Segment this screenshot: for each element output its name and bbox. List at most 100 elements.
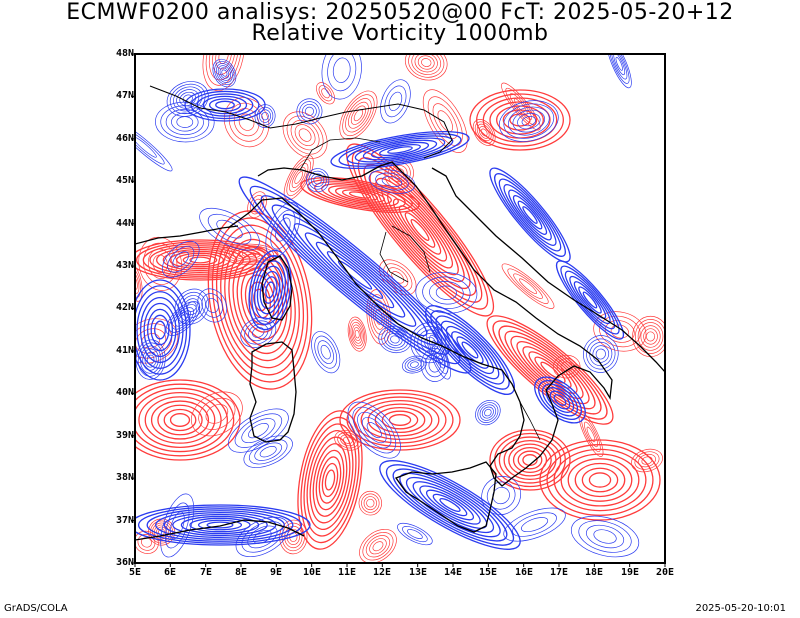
negative-contour xyxy=(330,130,470,170)
negative-contour xyxy=(517,200,543,230)
negative-contour xyxy=(248,249,292,331)
positive-contour xyxy=(404,54,448,81)
positive-contour xyxy=(236,260,284,340)
negative-contour xyxy=(338,133,462,167)
negative-contour xyxy=(432,493,468,517)
negative-contour xyxy=(135,279,191,381)
positive-contour xyxy=(422,89,468,153)
negative-contour xyxy=(135,504,311,546)
positive-contour xyxy=(646,331,656,342)
negative-contour xyxy=(254,260,286,320)
negative-contour xyxy=(521,116,536,127)
negative-contour xyxy=(136,291,184,369)
positive-contour xyxy=(581,467,619,493)
negative-contour xyxy=(370,141,430,159)
negative-contour xyxy=(615,56,623,71)
positive-contour xyxy=(286,115,324,155)
lat-label: 36N xyxy=(115,557,134,568)
positive-contour xyxy=(353,327,362,342)
positive-contour xyxy=(135,379,241,461)
negative-contour xyxy=(425,305,515,395)
positive-contour xyxy=(469,89,571,151)
negative-contour xyxy=(262,276,278,304)
negative-contour xyxy=(420,348,449,382)
positive-contour xyxy=(169,250,231,270)
negative-contour xyxy=(304,232,406,318)
negative-contour xyxy=(512,195,548,235)
positive-contour xyxy=(634,319,665,354)
negative-contour xyxy=(172,251,189,268)
corsica-coastline xyxy=(261,255,293,321)
france-coastline xyxy=(135,225,239,245)
positive-contour xyxy=(283,155,314,201)
lon-label: 18E xyxy=(584,567,604,578)
positive-contour xyxy=(303,423,357,537)
negative-contour xyxy=(313,175,322,185)
negative-contour xyxy=(347,401,401,459)
negative-contour xyxy=(248,438,288,465)
negative-contour xyxy=(256,106,274,126)
negative-contour xyxy=(180,515,260,535)
negative-contour xyxy=(503,507,566,542)
negative-contour xyxy=(150,314,170,346)
positive-contour xyxy=(312,443,348,517)
positive-contour xyxy=(372,541,384,552)
positive-contour xyxy=(238,113,255,131)
negative-contour xyxy=(254,442,283,461)
positive-contour xyxy=(414,54,438,73)
positive-contour xyxy=(228,102,265,142)
positive-contour xyxy=(341,189,379,201)
lon-label: 12E xyxy=(372,567,392,578)
positive-contour xyxy=(162,248,238,272)
lat-label: 42N xyxy=(115,302,134,313)
negative-contour xyxy=(402,526,428,543)
negative-contour xyxy=(143,302,177,358)
negative-contour xyxy=(384,85,407,118)
positive-contour xyxy=(519,278,538,295)
positive-contour xyxy=(334,187,386,203)
positive-contour xyxy=(411,54,442,75)
positive-contour xyxy=(135,383,235,457)
inland-borders xyxy=(299,137,541,441)
negative-contour xyxy=(429,281,464,305)
lon-label: 11E xyxy=(337,567,357,578)
negative-contour xyxy=(189,517,251,533)
lon-label: 13E xyxy=(408,567,428,578)
sardinia-coastline xyxy=(249,341,297,443)
negative-contour xyxy=(375,172,409,191)
software-credit: GrADS/COLA xyxy=(4,603,68,614)
negative-contour xyxy=(407,529,423,540)
positive-contour xyxy=(136,241,264,279)
positive-contour xyxy=(366,498,375,508)
negative-contour xyxy=(139,296,181,364)
positive-contour xyxy=(316,82,335,105)
negative-contour xyxy=(508,106,550,136)
lon-label: 6E xyxy=(163,567,177,578)
negative-contour xyxy=(214,61,235,86)
negative-contour xyxy=(475,399,501,426)
lat-label: 44N xyxy=(115,218,134,229)
negative-contour xyxy=(426,329,451,380)
lon-label: 14E xyxy=(443,567,463,578)
negative-contour xyxy=(317,340,334,364)
positive-contour xyxy=(321,462,339,498)
negative-contour xyxy=(206,521,234,529)
positive-contour xyxy=(345,143,495,317)
lat-label: 48N xyxy=(115,48,134,59)
negative-contour xyxy=(481,406,494,419)
negative-contour xyxy=(315,241,395,309)
positive-contour xyxy=(282,111,328,159)
negative-contour xyxy=(311,331,341,374)
negative-contour xyxy=(428,357,441,373)
positive-contour xyxy=(381,410,419,430)
positive-contour xyxy=(534,356,566,384)
negative-contour xyxy=(293,223,417,327)
positive-contour xyxy=(202,54,245,92)
negative-contour xyxy=(611,54,628,80)
positive-contour xyxy=(581,416,601,453)
positive-contour xyxy=(604,320,635,343)
positive-contour xyxy=(286,159,311,197)
positive-contour xyxy=(354,329,360,339)
negative-contour xyxy=(155,510,285,540)
